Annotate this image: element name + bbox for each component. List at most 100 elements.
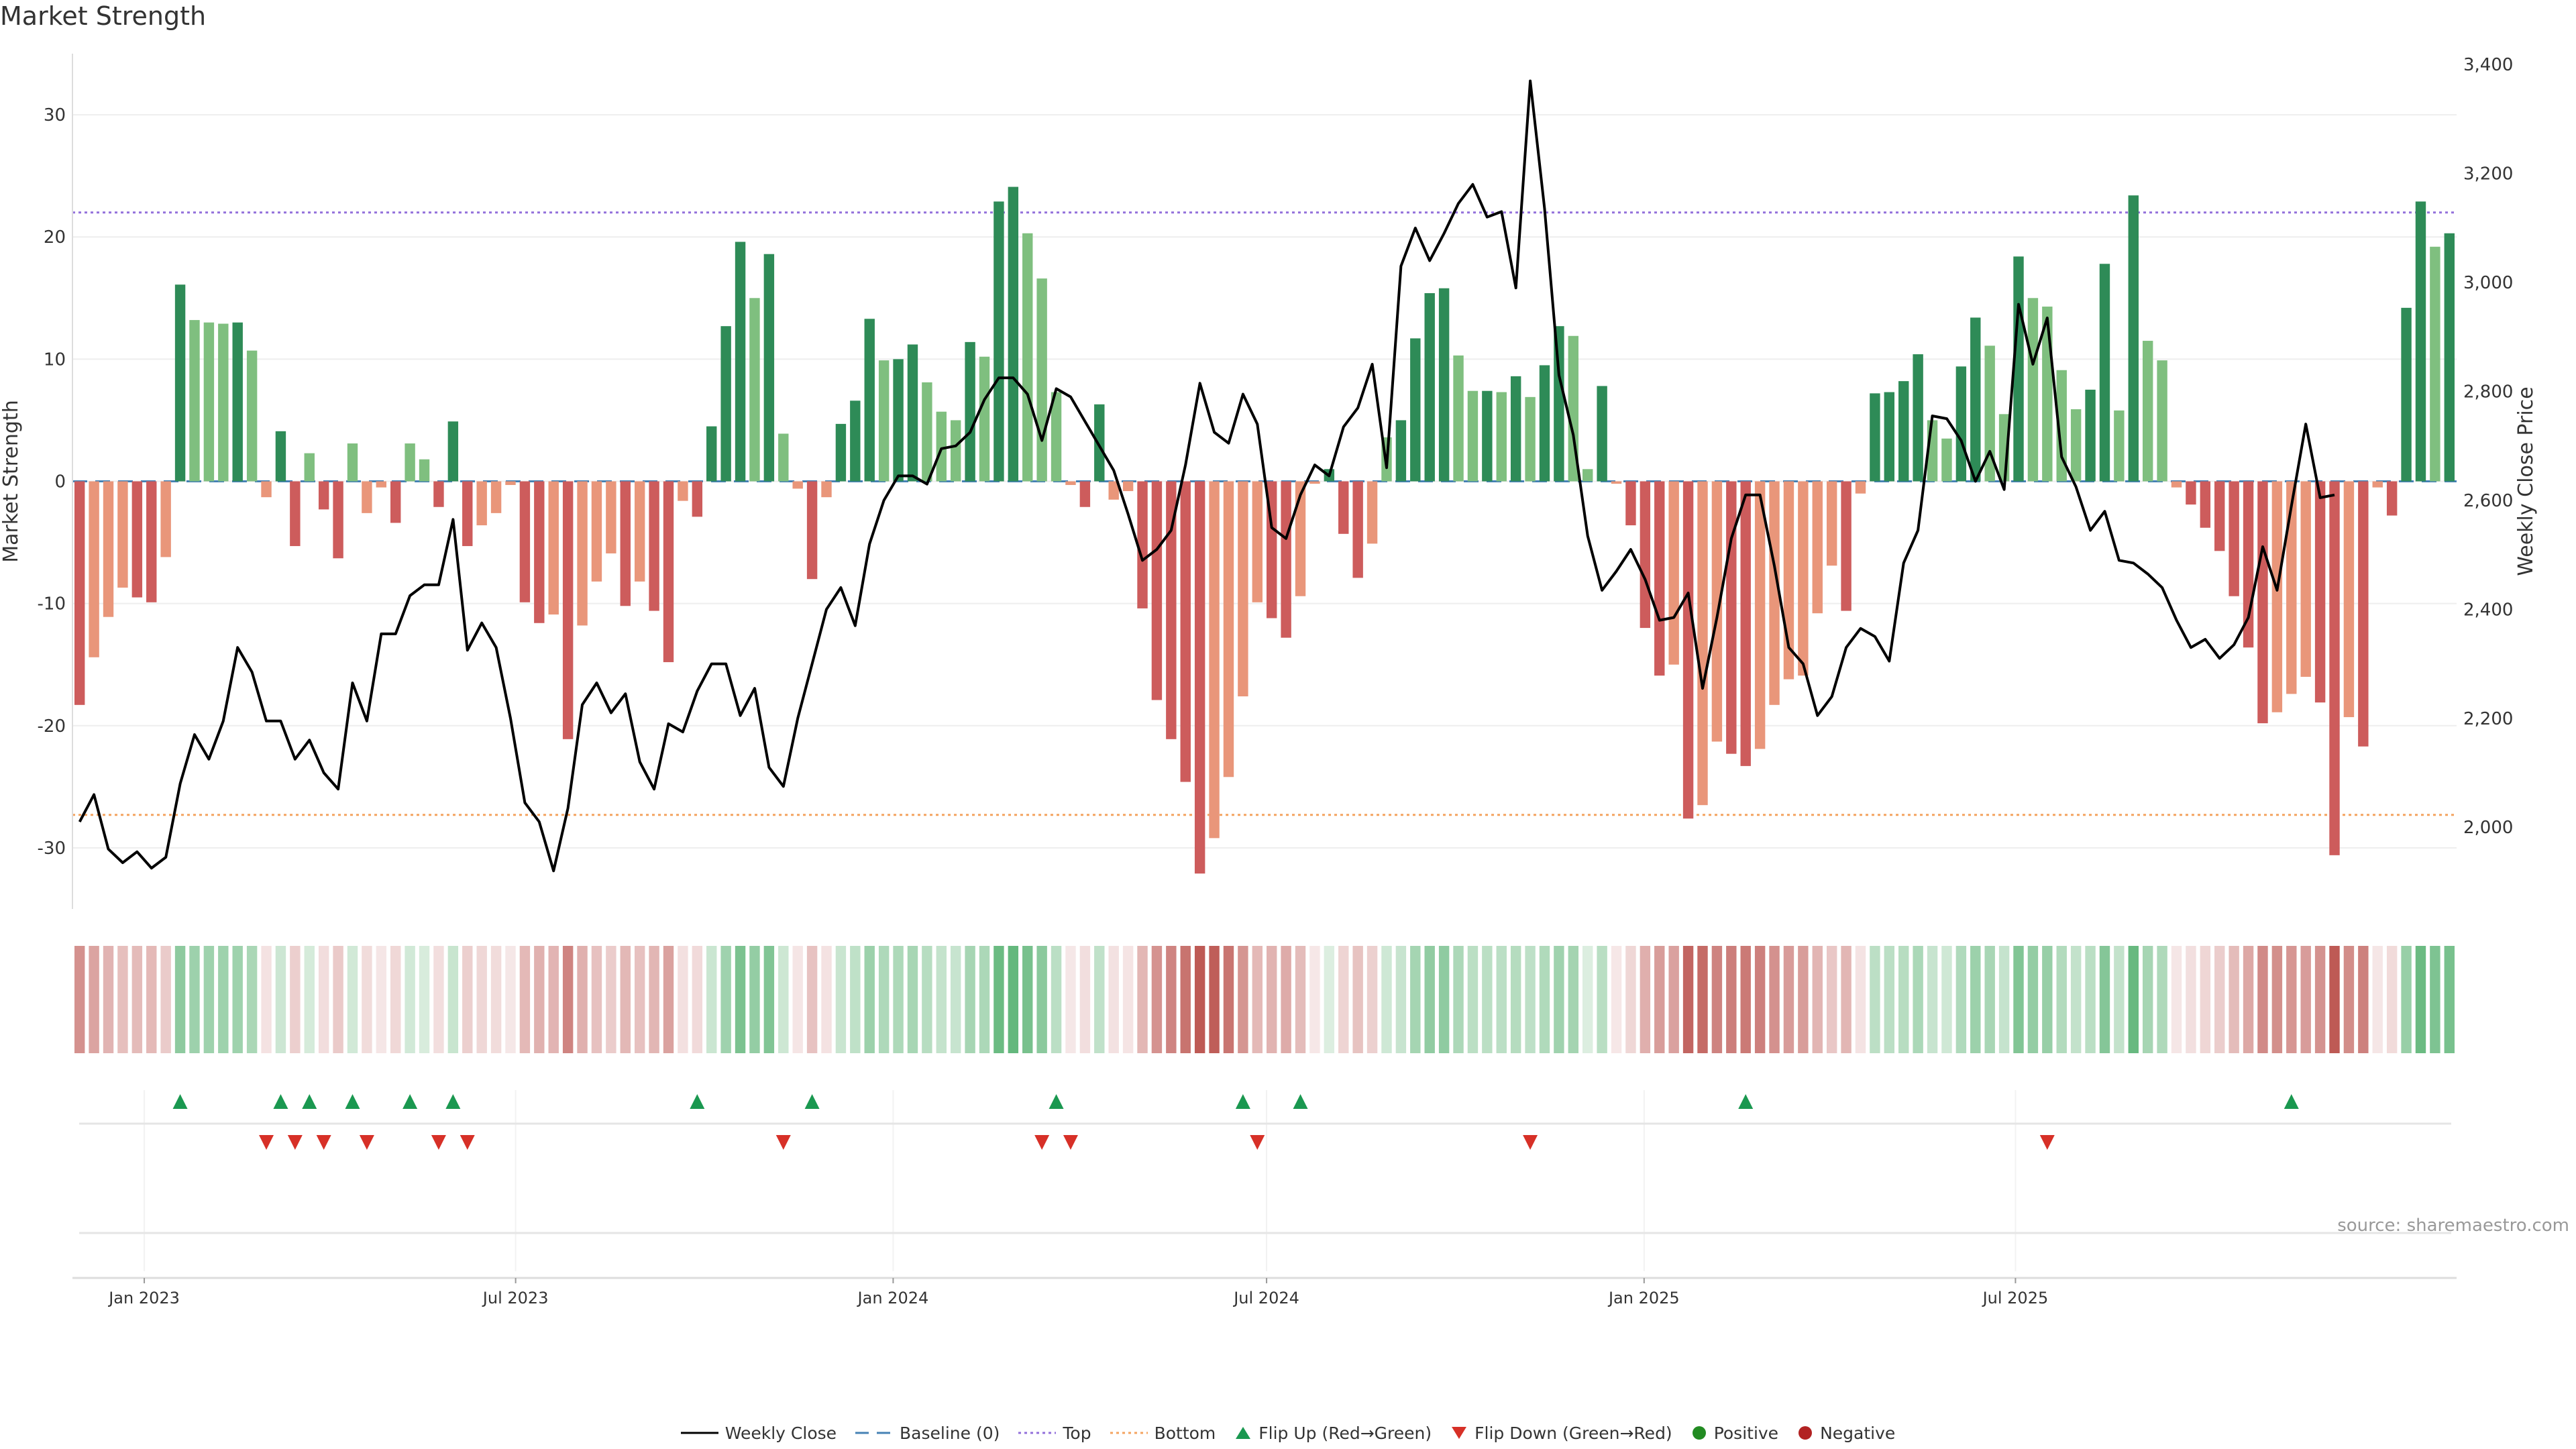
heat-cell [534, 946, 545, 1053]
heat-cell [74, 946, 85, 1053]
heat-cell [2027, 946, 2039, 1053]
heat-cell [1682, 946, 1694, 1053]
strength-bar [577, 481, 588, 626]
heat-cell [1826, 946, 1837, 1053]
heat-cell [2070, 946, 2082, 1053]
heat-cell [505, 946, 516, 1053]
strength-bar [2286, 481, 2297, 694]
heat-cell [2186, 946, 2196, 1053]
legend-label: Flip Down (Green→Red) [1474, 1423, 1672, 1443]
heat-cell [347, 946, 358, 1053]
strength-bar [2070, 409, 2082, 482]
heat-cell [462, 946, 473, 1053]
heat-cell [476, 946, 487, 1053]
strength-bar [965, 341, 975, 482]
strength-bar [1682, 481, 1694, 819]
strength-bar [2358, 481, 2369, 747]
heat-cell [922, 946, 932, 1053]
heat-cell [1295, 946, 1306, 1053]
strength-bar [290, 481, 301, 547]
strength-bar [1338, 481, 1349, 534]
strength-bar [117, 481, 128, 588]
flip-up-marker [273, 1094, 288, 1109]
heat-cell [1998, 946, 2010, 1053]
strength-bar [994, 201, 1004, 482]
strength-bar [1668, 481, 1679, 665]
legend-item-bottom: Bottom [1110, 1424, 1216, 1443]
heat-cell [275, 946, 286, 1053]
strength-bar [203, 322, 215, 482]
heat-cell [1754, 946, 1766, 1053]
strength-bar [1970, 317, 1981, 482]
strength-bar [620, 481, 631, 606]
legend-item-flip-up: Flip Up (Red→Green) [1234, 1424, 1432, 1443]
y-left-tick-label: -20 [38, 716, 66, 737]
heat-cell [304, 946, 315, 1053]
strength-bar [1122, 481, 1134, 492]
strength-bar [1180, 481, 1191, 782]
strength-bar [1754, 481, 1766, 749]
y-right-tick-label: 3,400 [2463, 55, 2513, 75]
strength-bar [1238, 481, 1248, 697]
heat-cell [1266, 946, 1277, 1053]
strength-bars [74, 186, 2455, 874]
strength-bar [806, 481, 818, 580]
heat-cell [1640, 946, 1651, 1053]
heat-cell [203, 946, 215, 1053]
strength-bar [2085, 389, 2096, 482]
heat-cell [936, 946, 947, 1053]
legend-label: Top [1063, 1423, 1091, 1443]
strength-bar [634, 481, 645, 582]
heat-cell [1438, 946, 1450, 1053]
heat-cell [490, 946, 502, 1053]
flip-down-marker [431, 1135, 446, 1150]
strength-bar [419, 459, 430, 482]
heat-cell [1151, 946, 1163, 1053]
flip-down-marker [460, 1135, 475, 1150]
heat-cell [1051, 946, 1062, 1053]
heat-cell [1309, 946, 1320, 1053]
flip-down-marker [316, 1135, 331, 1150]
heat-cell [1970, 946, 1981, 1053]
legend-label: Negative [1820, 1423, 1896, 1443]
strength-bar [1022, 233, 1033, 482]
heat-cell [792, 946, 803, 1053]
heat-cell [1238, 946, 1248, 1053]
heat-cell [1079, 946, 1091, 1053]
strength-bar [1726, 481, 1737, 754]
strength-bar [1252, 481, 1263, 602]
heat-cell [1166, 946, 1177, 1053]
strength-bar [850, 400, 861, 482]
heat-cell [562, 946, 574, 1053]
flip-up-marker [804, 1094, 820, 1109]
strength-bar [735, 241, 746, 482]
heat-cell [850, 946, 861, 1053]
strength-bar [433, 481, 444, 507]
strength-bar [1410, 338, 1421, 482]
legend-top-icon [1018, 1428, 1057, 1438]
y-right-tick-label: 2,200 [2463, 709, 2513, 729]
heat-cell [1482, 946, 1493, 1053]
heat-cell [246, 946, 258, 1053]
x-tick-label: Jan 2023 [107, 1289, 180, 1307]
heat-cell [1955, 946, 1967, 1053]
strength-bar [534, 481, 545, 623]
flip-up-marker [2284, 1094, 2299, 1109]
strength-bar [2200, 481, 2211, 528]
weekly-close-line [78, 79, 2335, 873]
heat-cell [290, 946, 301, 1053]
heat-cell [405, 946, 415, 1053]
strength-bar [1079, 481, 1091, 507]
heat-cell [548, 946, 559, 1053]
flip-down-marker [1523, 1135, 1538, 1150]
heat-cell [1036, 946, 1047, 1053]
heat-cell [519, 946, 531, 1053]
strength-bar [692, 481, 703, 517]
heat-cell [103, 946, 114, 1053]
heat-cell [965, 946, 975, 1053]
strength-bar [1108, 481, 1119, 500]
flip-down-marker [2039, 1135, 2055, 1150]
strength-bar [792, 481, 803, 489]
strength-bar [2386, 481, 2398, 516]
x-tick-label: Jan 2025 [1607, 1289, 1680, 1307]
